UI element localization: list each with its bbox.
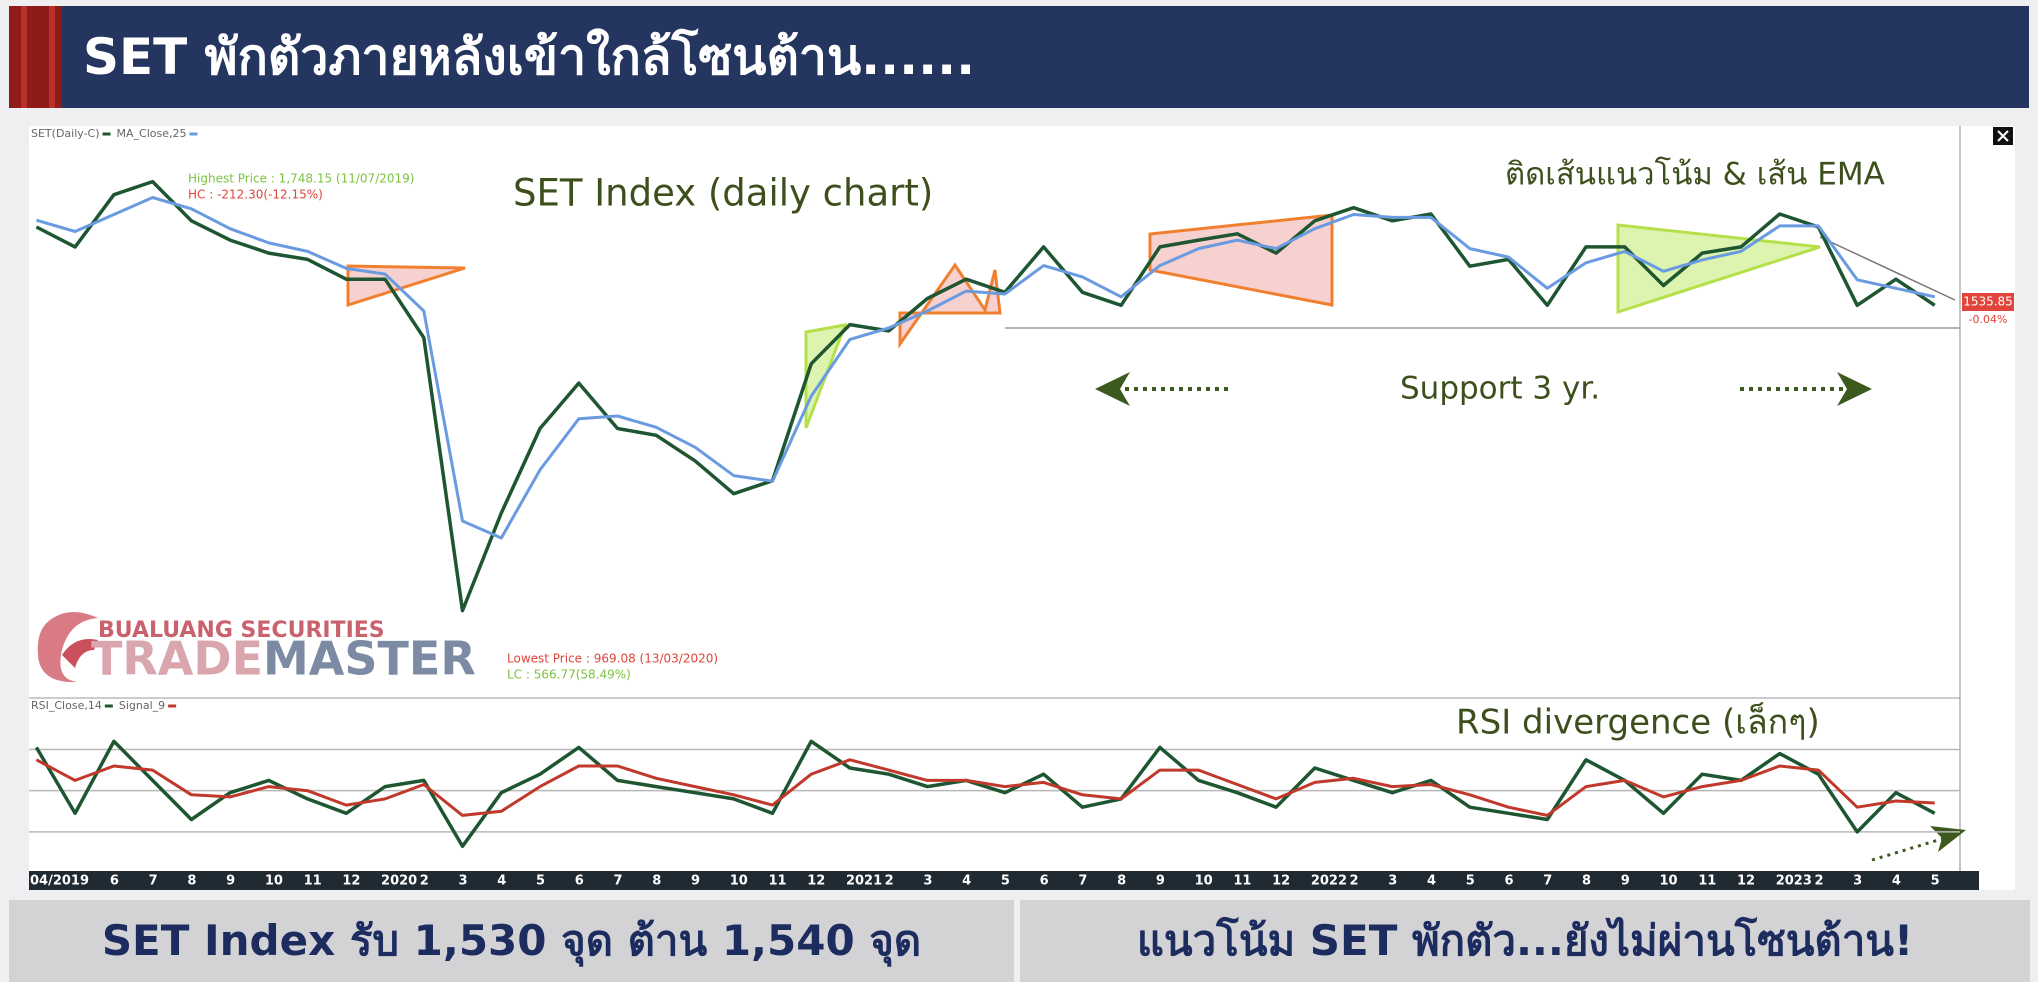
logo-brand: MASTER (263, 632, 476, 686)
x-tick-label: 3 (923, 874, 932, 889)
legend-label: SET(Daily-C) (31, 127, 100, 140)
x-tick-label: 2023 (1776, 874, 1812, 889)
x-tick-label: 2022 (1311, 874, 1347, 889)
x-tick-label: 5 (1931, 874, 1940, 889)
x-tick-label: 6 (575, 874, 584, 889)
last-price: 1535.85 (1963, 294, 2013, 308)
x-tick-label: 11 (304, 874, 322, 889)
chart-bg (29, 126, 2015, 890)
x-tick-label: 7 (1543, 874, 1552, 889)
x-axis-bar (29, 871, 1979, 890)
x-tick-label: 5 (536, 874, 545, 889)
x-tick-label: 9 (1156, 874, 1165, 889)
x-tick-label: 11 (1233, 874, 1251, 889)
legend-label: Signal_9 (119, 699, 165, 712)
annotation: LC : 566.77(58.49%) (507, 668, 631, 682)
x-tick-label: 7 (149, 874, 158, 889)
trend-line (1819, 236, 1956, 301)
x-tick-label: 2 (885, 874, 894, 889)
x-tick-label: 12 (1272, 874, 1290, 889)
header: SET พักตัวภายหลังเข้าใกล้โซนต้าน...... (9, 6, 2029, 108)
x-tick-label: 2021 (846, 874, 882, 889)
x-tick-label: 6 (110, 874, 119, 889)
x-tick-label: 10 (265, 874, 283, 889)
legend-label: MA_Close,25 (117, 127, 187, 140)
x-tick-label: 12 (1737, 874, 1755, 889)
pattern-zigzag (898, 262, 1002, 349)
x-tick-label: 2 (1350, 874, 1359, 889)
x-tick-label: 7 (1078, 874, 1087, 889)
x-tick-label: 9 (1621, 874, 1630, 889)
chart-title: SET Index (daily chart) (513, 172, 933, 215)
series-line (35, 179, 1936, 613)
arrow-head (1837, 372, 1872, 406)
close-icon (1997, 130, 2009, 142)
annotation: HC : -212.30(-12.15%) (188, 188, 323, 202)
logo-icon (62, 639, 98, 668)
legend-label: RSI_Close,14 (31, 699, 102, 712)
x-tick-label: 6 (1505, 874, 1514, 889)
logo-company: BUALUANG SECURITIES (98, 618, 385, 643)
x-tick-label: 8 (1117, 874, 1126, 889)
x-tick-label: 10 (1195, 874, 1213, 889)
x-tick-label: 4 (1427, 874, 1436, 889)
logo-icon (37, 611, 98, 683)
x-tick-label: 10 (730, 874, 748, 889)
annotation: ติดเส้นแนวโน้ม & เส้น EMA (1505, 157, 1885, 193)
pattern-flag (346, 264, 466, 308)
x-tick-label: 2020 (381, 874, 417, 889)
pattern-wedge (1148, 213, 1334, 307)
series-line (34, 739, 1936, 849)
footer-left: SET Index รับ 1,530 จุด ต้าน 1,540 จุด (9, 900, 1014, 982)
last-price-box (1962, 292, 2014, 311)
last-change: -0.04% (1969, 313, 2008, 326)
x-tick-label: 4 (1892, 874, 1901, 889)
annotation: Highest Price : 1,748.15 (11/07/2019) (188, 172, 414, 186)
arrow-head (1095, 372, 1130, 406)
annotation: Lowest Price : 969.08 (13/03/2020) (507, 652, 718, 666)
x-tick-label: 3 (459, 874, 468, 889)
series-line (35, 196, 1936, 540)
x-tick-label: 2 (420, 874, 429, 889)
series-line (35, 758, 1935, 817)
x-tick-label: 04/2019 (30, 874, 89, 889)
x-tick-label: 6 (1040, 874, 1049, 889)
chart-title: RSI divergence (เล็กๆ) (1456, 702, 1820, 743)
logo-brand: TRADE (91, 632, 263, 686)
x-tick-label: 8 (187, 874, 196, 889)
x-tick-label: 5 (1466, 874, 1475, 889)
x-tick-label: 5 (1001, 874, 1010, 889)
x-tick-label: 11 (1698, 874, 1716, 889)
x-tick-label: 8 (652, 874, 661, 889)
x-tick-label: 3 (1388, 874, 1397, 889)
x-tick-label: 9 (226, 874, 235, 889)
x-tick-label: 12 (807, 874, 825, 889)
x-tick-label: 3 (1853, 874, 1862, 889)
x-tick-label: 11 (768, 874, 786, 889)
x-tick-label: 10 (1659, 874, 1677, 889)
x-tick-label: 9 (691, 874, 700, 889)
x-tick-label: 4 (962, 874, 971, 889)
x-tick-label: 12 (342, 874, 360, 889)
header-stripe (9, 6, 62, 108)
pattern-triangle (1616, 223, 1821, 315)
x-tick-label: 8 (1582, 874, 1591, 889)
footer-right: แนวโน้ม SET พักตัว...ยังไม่ผ่านโซนต้าน! (1020, 900, 2030, 982)
x-tick-label: 4 (497, 874, 506, 889)
x-tick-label: 7 (614, 874, 623, 889)
x-tick-label: 2 (1814, 874, 1823, 889)
annotation: Support 3 yr. (1400, 371, 1600, 407)
header-title: SET พักตัวภายหลังเข้าใกล้โซนต้าน...... (83, 28, 976, 86)
